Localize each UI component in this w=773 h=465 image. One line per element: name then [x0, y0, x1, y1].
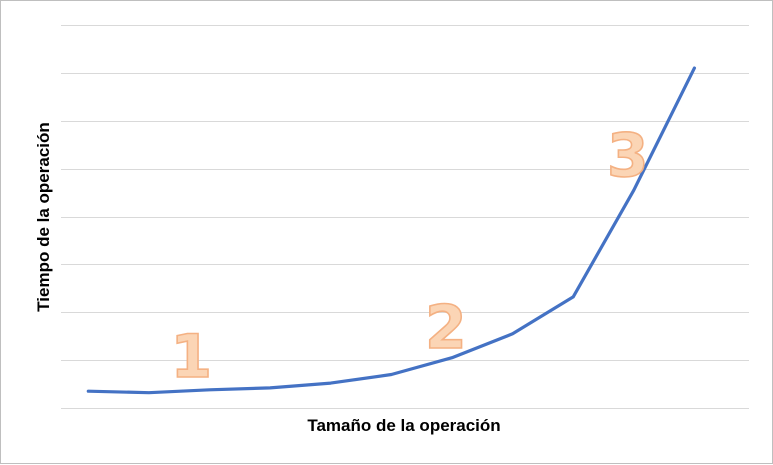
zone-annotation-2: 2 [425, 293, 467, 363]
zone-annotations: 1 2 3 [170, 120, 650, 393]
zone-annotation-1: 1 [170, 322, 212, 392]
gridlines [61, 25, 749, 409]
series-line [86, 66, 696, 395]
zone-annotation-3: 3 [607, 121, 649, 191]
x-axis-label: Tamaño de la operación [307, 416, 500, 435]
y-axis-label: Tiempo de la operación [34, 122, 53, 312]
